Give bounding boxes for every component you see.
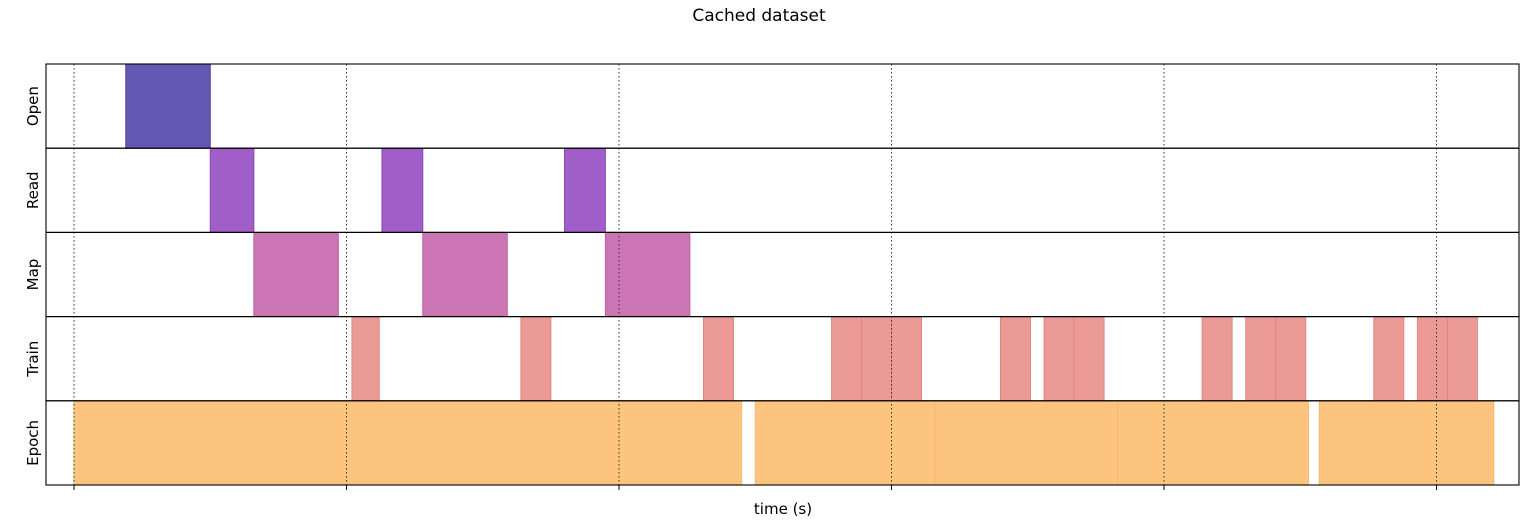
train-interval-5 <box>861 316 893 402</box>
row-frame-5 <box>45 400 1520 486</box>
train-interval-12 <box>1275 316 1307 402</box>
read-interval-2 <box>381 147 424 233</box>
train-interval-13 <box>1373 316 1405 402</box>
epoch-interval-2 <box>754 400 936 486</box>
chart-title: Cached dataset <box>692 6 826 26</box>
train-interval-1 <box>351 316 380 402</box>
epoch-interval-5 <box>1318 400 1495 486</box>
row-open-panel <box>46 64 1519 149</box>
train-interval-7 <box>1000 316 1031 402</box>
train-interval-15 <box>1446 316 1478 402</box>
epoch-interval-4 <box>1117 400 1309 486</box>
train-interval-9 <box>1073 316 1105 402</box>
map-interval-3 <box>604 231 691 318</box>
read-interval-3 <box>564 147 606 233</box>
map-interval-2 <box>422 231 508 318</box>
train-interval-2 <box>520 316 552 402</box>
rows-layer <box>46 63 1519 486</box>
row-read-panel <box>46 148 1519 233</box>
frame-layer <box>45 63 1520 490</box>
row-label-train: Train <box>24 341 42 378</box>
epoch-interval-3 <box>934 400 1119 486</box>
row-label-epoch: Epoch <box>24 420 42 466</box>
train-interval-11 <box>1245 316 1277 402</box>
train-interval-10 <box>1201 316 1233 402</box>
train-interval-8 <box>1043 316 1075 402</box>
open-interval-1 <box>125 63 211 149</box>
train-interval-4 <box>831 316 863 402</box>
row-label-map: Map <box>24 259 42 291</box>
train-interval-6 <box>891 316 922 402</box>
read-interval-1 <box>209 147 255 233</box>
x-axis-label: time (s) <box>754 500 812 518</box>
train-interval-14 <box>1416 316 1448 402</box>
row-label-read: Read <box>24 171 42 209</box>
row-label-open: Open <box>24 86 42 126</box>
map-interval-1 <box>253 231 339 318</box>
epoch-interval-1 <box>73 400 743 486</box>
train-interval-3 <box>702 316 734 402</box>
